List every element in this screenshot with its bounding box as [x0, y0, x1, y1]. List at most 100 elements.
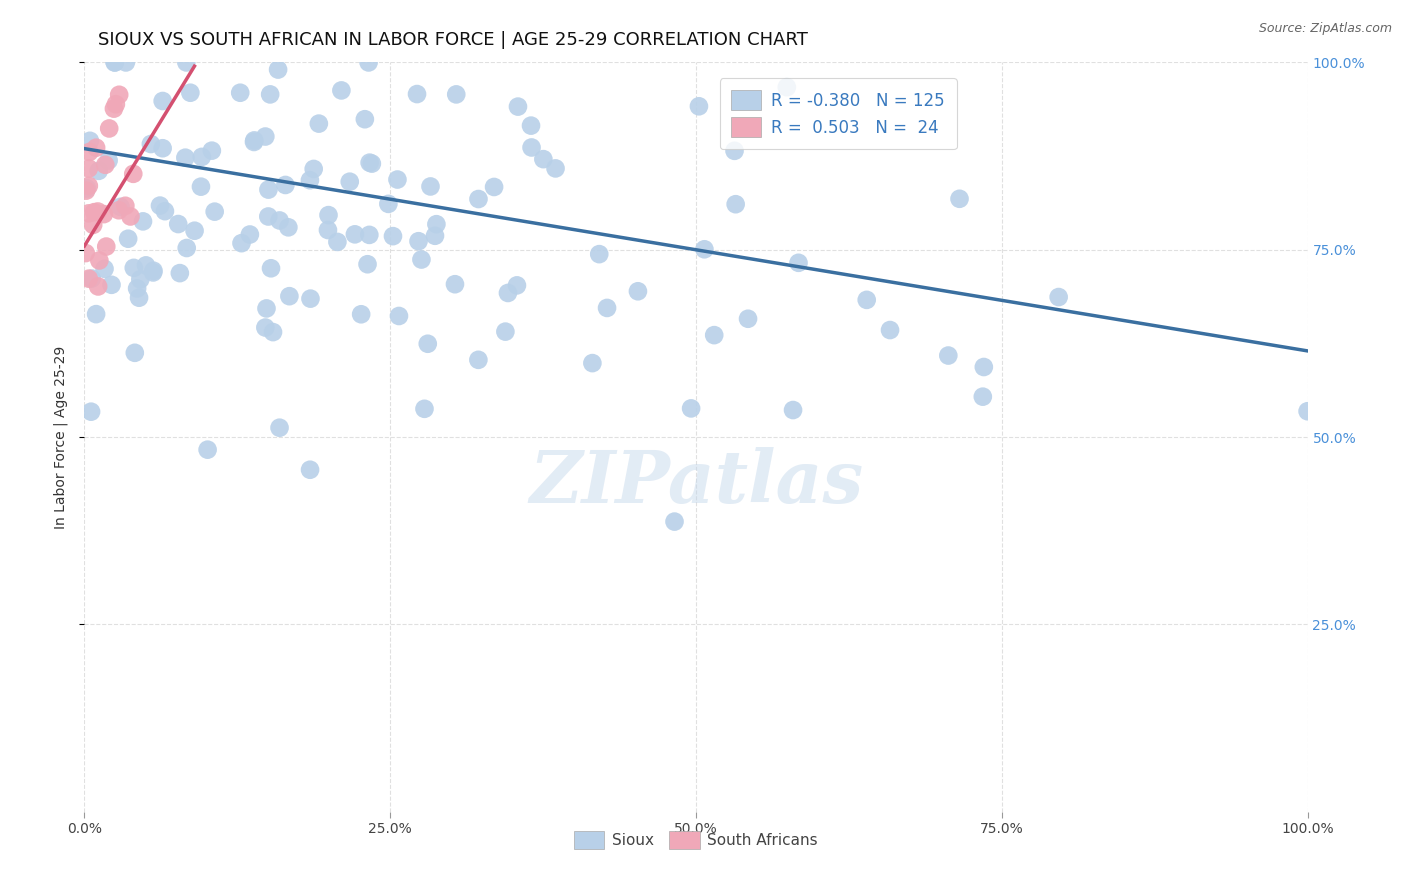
Point — [1296, 404, 1319, 418]
Point — [124, 346, 146, 360]
Point — [84, 141, 107, 155]
Point — [316, 223, 339, 237]
Point — [89, 253, 111, 268]
Point — [1047, 290, 1070, 304]
Point — [169, 266, 191, 280]
Point — [298, 173, 321, 187]
Point — [103, 102, 125, 116]
Point — [936, 349, 959, 363]
Point — [87, 164, 110, 178]
Point — [77, 271, 100, 285]
Point — [243, 135, 266, 149]
Point — [703, 328, 725, 343]
Point — [506, 278, 529, 293]
Point — [254, 129, 277, 144]
Text: Source: ZipAtlas.com: Source: ZipAtlas.com — [1258, 22, 1392, 36]
Point — [973, 359, 995, 374]
Point — [596, 301, 619, 315]
Point — [467, 192, 489, 206]
Point — [419, 179, 441, 194]
Point — [190, 179, 212, 194]
Point — [94, 158, 117, 172]
Point — [115, 55, 138, 70]
Point — [425, 217, 447, 231]
Point — [544, 161, 567, 176]
Point — [77, 178, 100, 193]
Point — [423, 228, 446, 243]
Point — [122, 260, 145, 275]
Point — [79, 145, 101, 159]
Point — [664, 515, 686, 529]
Point — [330, 83, 353, 97]
Point — [75, 246, 97, 260]
Point — [353, 112, 375, 127]
Point — [277, 220, 299, 235]
Point — [80, 271, 103, 285]
Point — [152, 141, 174, 155]
Point — [408, 234, 430, 248]
Point — [855, 293, 877, 307]
Point — [167, 217, 190, 231]
Point — [411, 252, 433, 267]
Point — [467, 352, 489, 367]
Point — [257, 210, 280, 224]
Point — [77, 161, 100, 176]
Point — [494, 325, 516, 339]
Point — [388, 309, 411, 323]
Point — [444, 277, 467, 292]
Point — [80, 405, 103, 419]
Point — [387, 172, 409, 186]
Point — [98, 121, 121, 136]
Point — [278, 289, 301, 303]
Point — [782, 403, 804, 417]
Point — [96, 239, 118, 253]
Point — [787, 256, 810, 270]
Legend: Sioux, South Africans: Sioux, South Africans — [567, 823, 825, 856]
Point — [176, 55, 198, 70]
Point — [229, 86, 252, 100]
Point — [274, 178, 297, 192]
Point — [776, 80, 799, 95]
Point — [299, 292, 322, 306]
Point — [104, 55, 127, 70]
Point — [262, 325, 284, 339]
Point — [948, 192, 970, 206]
Point — [128, 291, 150, 305]
Point — [183, 224, 205, 238]
Point — [257, 183, 280, 197]
Point — [75, 184, 97, 198]
Point — [446, 87, 468, 102]
Point — [107, 203, 129, 218]
Point — [359, 155, 381, 169]
Point — [110, 200, 132, 214]
Point — [693, 242, 716, 256]
Text: ZIPatlas: ZIPatlas — [529, 447, 863, 517]
Point — [520, 140, 543, 154]
Point — [723, 144, 745, 158]
Point — [972, 390, 994, 404]
Point — [343, 227, 366, 242]
Point — [87, 279, 110, 293]
Point — [174, 151, 197, 165]
Point — [139, 136, 162, 151]
Point — [135, 259, 157, 273]
Point — [357, 55, 380, 70]
Y-axis label: In Labor Force | Age 25-29: In Labor Force | Age 25-29 — [53, 345, 67, 529]
Point — [496, 285, 519, 300]
Text: SIOUX VS SOUTH AFRICAN IN LABOR FORCE | AGE 25-29 CORRELATION CHART: SIOUX VS SOUTH AFRICAN IN LABOR FORCE | … — [98, 31, 808, 49]
Point — [326, 235, 349, 249]
Point — [377, 197, 399, 211]
Point — [104, 97, 127, 112]
Point — [97, 153, 120, 168]
Point — [308, 117, 330, 131]
Point — [100, 277, 122, 292]
Point — [153, 204, 176, 219]
Point — [259, 87, 281, 102]
Point — [79, 134, 101, 148]
Point — [129, 272, 152, 286]
Point — [132, 214, 155, 228]
Point — [588, 247, 610, 261]
Point — [681, 401, 703, 416]
Point — [724, 197, 747, 211]
Point — [152, 94, 174, 108]
